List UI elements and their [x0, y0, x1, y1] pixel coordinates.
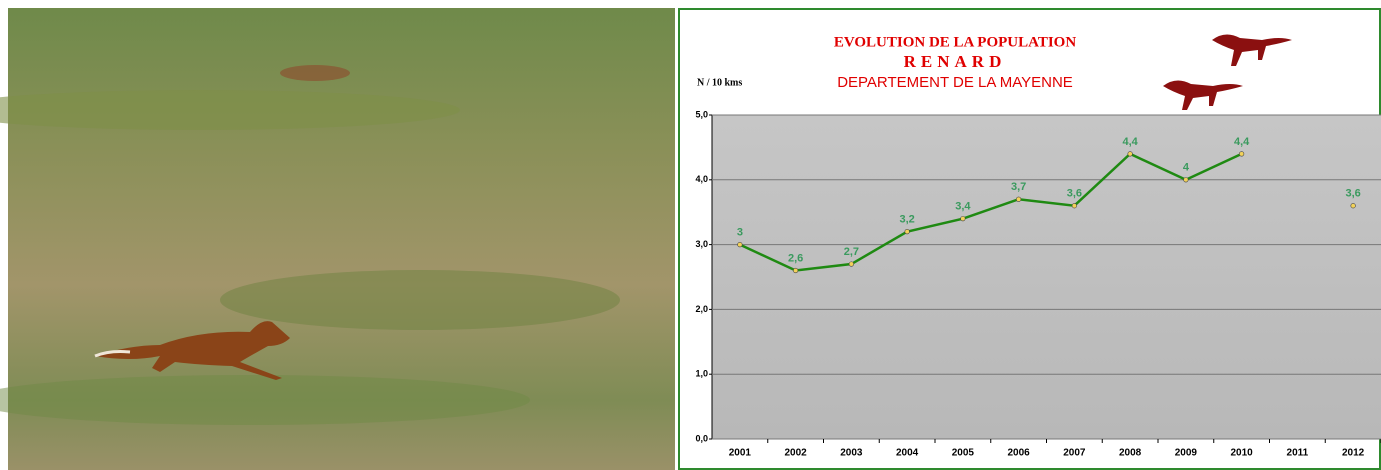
data-label: 4,4 [1122, 136, 1138, 148]
data-label: 4,4 [1234, 136, 1250, 148]
data-point [737, 242, 743, 248]
x-tick-label: 2004 [896, 448, 919, 459]
data-point [793, 267, 799, 274]
data-point [960, 216, 966, 222]
chart-subtitle-2: DEPARTEMENT DE LA MAYENNE [837, 74, 1073, 91]
data-point [1127, 151, 1133, 157]
y-tick-label: 4,0 [695, 174, 708, 184]
x-tick-label: 2010 [1231, 448, 1254, 459]
data-label: 3 [737, 227, 743, 239]
x-tick-label: 2005 [952, 448, 975, 459]
y-tick-label: 3,0 [695, 239, 708, 249]
data-label: 3,2 [899, 214, 914, 226]
y-tick-label: 0,0 [695, 433, 708, 443]
y-axis-label: N / 10 kms [697, 77, 742, 88]
x-tick-label: 2011 [1287, 448, 1309, 459]
data-point [1350, 203, 1356, 209]
data-label: 3,6 [1067, 188, 1082, 200]
x-tick-label: 2007 [1063, 448, 1086, 459]
data-label: 2,7 [844, 246, 859, 258]
data-point [1071, 203, 1077, 209]
data-label: 4 [1183, 162, 1190, 174]
x-tick-label: 2012 [1342, 448, 1365, 459]
data-label: 3,4 [955, 201, 971, 213]
data-point [904, 229, 910, 235]
y-tick-label: 2,0 [695, 304, 708, 314]
data-point [848, 261, 854, 267]
x-tick-label: 2002 [785, 448, 808, 459]
x-tick-label: 2006 [1008, 448, 1031, 459]
x-tick-label: 2001 [729, 448, 752, 459]
data-point [1016, 196, 1022, 202]
data-point [1239, 151, 1245, 157]
y-tick-label: 5,0 [695, 109, 708, 119]
y-tick-label: 1,0 [695, 369, 708, 379]
data-point [1183, 177, 1189, 183]
data-label: 3,6 [1345, 188, 1360, 200]
chart-title: EVOLUTION DE LA POPULATION [834, 34, 1077, 50]
chart-subtitle: RENARD [904, 52, 1007, 71]
data-label: 3,7 [1011, 181, 1026, 193]
x-tick-label: 2003 [840, 448, 863, 459]
x-tick-label: 2009 [1175, 448, 1198, 459]
data-label: 2,6 [788, 252, 803, 264]
fox-icons [1163, 34, 1292, 110]
fox-photo [0, 8, 675, 470]
plot-area [712, 115, 1381, 439]
x-tick-label: 2008 [1119, 448, 1142, 459]
